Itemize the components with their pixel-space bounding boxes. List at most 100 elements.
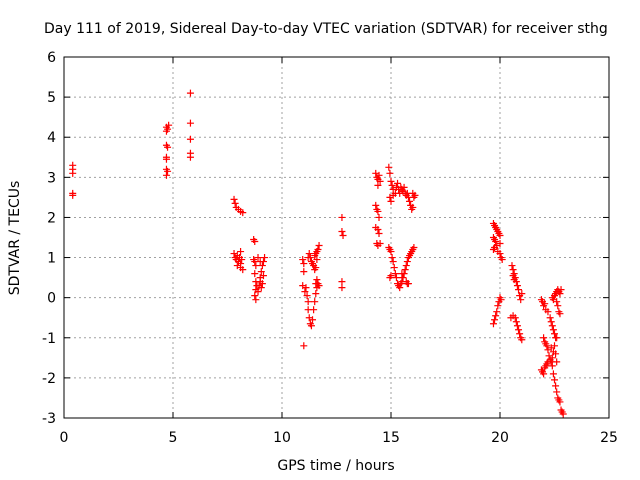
x-tick-label: 10: [273, 430, 291, 446]
data-point: [162, 155, 170, 163]
data-point: [493, 308, 501, 316]
data-point: [375, 213, 383, 221]
grid-lines: [64, 57, 609, 418]
x-tick-label: 25: [600, 430, 618, 446]
data-point: [69, 191, 77, 199]
data-point: [374, 225, 382, 233]
data-point: [164, 143, 172, 151]
data-point: [231, 199, 239, 207]
data-point: [386, 169, 394, 177]
data-point: [509, 272, 517, 280]
x-tick-label: 0: [60, 430, 69, 446]
data-point: [162, 171, 170, 179]
data-point: [508, 262, 516, 270]
data-point: [553, 298, 561, 306]
data-point: [251, 270, 259, 278]
data-point: [518, 336, 526, 344]
data-point: [259, 272, 267, 280]
data-point: [553, 388, 561, 396]
data-point: [312, 280, 320, 288]
data-point: [305, 250, 313, 258]
data-point: [310, 306, 318, 314]
data-point: [409, 203, 417, 211]
data-point: [551, 376, 558, 384]
data-point: [554, 302, 562, 310]
y-tick-label: -3: [42, 411, 56, 427]
data-point: [69, 169, 77, 177]
data-point: [491, 316, 499, 324]
data-point: [186, 153, 194, 161]
data-point: [494, 302, 502, 310]
data-point: [548, 362, 556, 370]
data-point: [300, 342, 308, 350]
data-point: [186, 135, 194, 143]
plot-frame: [63, 56, 610, 419]
data-point: [390, 264, 398, 272]
data-point: [515, 326, 523, 334]
y-tick-label: 2: [47, 210, 56, 226]
data-point: [338, 284, 346, 292]
data-point: [400, 183, 408, 191]
data-point: [386, 274, 394, 282]
data-point: [401, 266, 409, 274]
data-point: [251, 238, 259, 246]
data-point: [512, 318, 520, 326]
data-point: [516, 330, 524, 338]
data-point: [186, 89, 194, 97]
axis-ticks: [63, 56, 610, 419]
data-point: [551, 330, 558, 338]
data-point: [313, 276, 321, 284]
data-point: [546, 314, 554, 322]
data-point: [162, 127, 170, 135]
data-point: [510, 276, 518, 284]
chart-title: Day 111 of 2019, Sidereal Day-to-day VTE…: [44, 21, 608, 37]
data-point: [497, 296, 505, 304]
data-point: [261, 254, 269, 262]
data-point: [302, 284, 310, 292]
data-point: [299, 256, 307, 264]
data-point: [186, 119, 194, 127]
data-point: [398, 270, 406, 278]
data-point: [312, 290, 320, 298]
data-point: [338, 213, 346, 221]
y-tick-label: -2: [42, 371, 56, 387]
data-point: [372, 201, 380, 209]
x-axis-label: GPS time / hours: [277, 458, 394, 474]
data-point: [541, 300, 549, 308]
data-point: [164, 167, 172, 175]
data-point: [257, 268, 265, 276]
data-point: [399, 274, 407, 282]
data-point: [307, 322, 315, 330]
data-point: [496, 240, 504, 248]
data-point: [239, 209, 247, 217]
data-point: [230, 195, 238, 203]
data-point: [257, 284, 265, 292]
data-point: [375, 229, 383, 237]
data-point: [387, 177, 395, 185]
data-point: [312, 264, 320, 272]
data-point: [376, 177, 384, 185]
y-tick-label: 4: [47, 130, 56, 146]
data-point: [552, 350, 560, 358]
data-point: [258, 262, 266, 270]
data-point: [548, 354, 556, 362]
data-point: [492, 238, 500, 246]
data-point: [311, 298, 319, 306]
y-tick-label: 0: [47, 291, 56, 307]
data-point: [511, 314, 519, 322]
data-point: [252, 296, 260, 304]
data-point: [548, 322, 556, 330]
data-point: [388, 254, 396, 262]
data-point: [375, 171, 383, 179]
data-point: [489, 320, 497, 328]
data-point: [553, 334, 561, 342]
data-point: [237, 248, 245, 256]
data-point: [498, 256, 506, 264]
data-point: [388, 181, 396, 189]
data-point: [553, 358, 561, 366]
y-tick-label: 3: [47, 170, 56, 186]
data-point: [549, 370, 557, 378]
data-point: [547, 318, 555, 326]
data-point: [387, 197, 395, 205]
data-point: [304, 298, 312, 306]
